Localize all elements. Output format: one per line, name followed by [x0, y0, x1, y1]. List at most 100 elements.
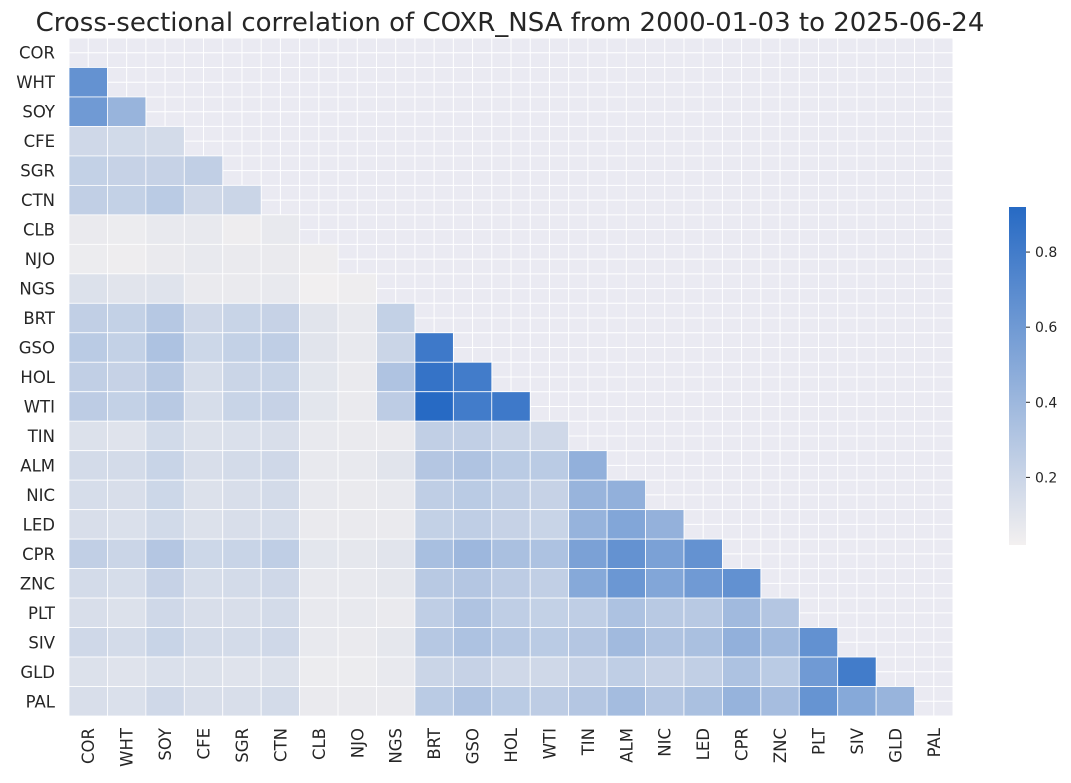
heatmap-cell-GSO-COR	[68, 332, 108, 363]
heatmap-cell-PAL-WHT	[107, 686, 147, 717]
heatmap-cell-WTI-HOL	[491, 391, 531, 422]
y-tick-label: CLB	[23, 221, 55, 240]
heatmap-cell-NIC-TIN	[568, 479, 608, 511]
y-tick-labels: COR WHT SOY CFE SGR CTN CLB NJO NGS BRT GSO HOL WTI T…	[16, 44, 56, 712]
heatmap-cell-CPR-NJO	[337, 538, 377, 570]
heatmap-cell-ALM-GSO	[452, 450, 493, 481]
heatmap-cell-NGS-CTN	[260, 273, 301, 304]
heatmap-cell-CLB-SOY	[145, 214, 185, 245]
heatmap-cell-PAL-LED	[683, 686, 723, 717]
heatmap-cell-TIN-BRT	[414, 420, 454, 452]
heatmap-cell-NIC-SOY	[145, 479, 185, 511]
heatmap-cell-NIC-COR	[68, 479, 108, 511]
heatmap-cell-ZNC-SOY	[145, 568, 185, 599]
heatmap-cell-PLT-NGS	[376, 597, 416, 628]
heatmap-cell-GLD-CLB	[299, 656, 339, 687]
heatmap-cell-NIC-GSO	[452, 479, 493, 511]
heatmap-cell-NGS-WHT	[107, 273, 147, 304]
x-tick-label: CLB	[310, 728, 329, 760]
heatmap-cell-NJO-COR	[68, 243, 108, 275]
heatmap-cell-NIC-CFE	[183, 479, 224, 511]
heatmap-cell-WTI-SGR	[222, 391, 262, 422]
colorbar-tick-label: 0.6	[1035, 320, 1057, 336]
heatmap-cell-PAL-NJO	[337, 686, 377, 717]
heatmap-cell-ZNC-LED	[683, 568, 723, 599]
heatmap-cell-HOL-CLB	[299, 361, 339, 393]
heatmap-cell-PAL-SOY	[145, 686, 185, 717]
heatmap-cell-WTI-SOY	[145, 391, 185, 422]
heatmap-cell-TIN-GSO	[452, 420, 493, 452]
heatmap-cell-HOL-BRT	[414, 361, 454, 393]
heatmap-cell-CPR-HOL	[491, 538, 531, 570]
heatmap-cell-BRT-SOY	[145, 302, 185, 334]
heatmap-cell-GSO-CTN	[260, 332, 301, 363]
heatmap-cell-ZNC-ALM	[606, 568, 646, 599]
heatmap-cell-PAL-GSO	[452, 686, 493, 717]
heatmap-cell-BRT-NGS	[376, 302, 416, 334]
heatmap-cell-SIV-WTI	[529, 627, 570, 658]
heatmap-cell-ALM-CLB	[299, 450, 339, 481]
heatmap-cell-SGR-WHT	[107, 155, 147, 186]
heatmap-cell-LED-TIN	[568, 509, 608, 540]
heatmap-cell-SIV-GSO	[452, 627, 493, 658]
heatmap-cell-GLD-ZNC	[760, 656, 800, 687]
x-tick-label: SOY	[156, 727, 175, 761]
heatmap-cell-ZNC-CPR	[721, 568, 762, 599]
heatmap-cell-SIV-TIN	[568, 627, 608, 658]
heatmap-cell-GLD-COR	[68, 656, 108, 687]
heatmap-cell-CFE-COR	[68, 126, 108, 157]
heatmap-cell-PLT-CFE	[183, 597, 224, 628]
heatmap-cell-HOL-COR	[68, 361, 108, 393]
y-tick-label: ALM	[20, 456, 55, 475]
heatmap-cell-NIC-CTN	[260, 479, 301, 511]
y-tick-label: ZNC	[20, 574, 55, 593]
heatmap-cell-TIN-HOL	[491, 420, 531, 452]
heatmap-cell-NGS-CLB	[299, 273, 339, 304]
heatmap-cell-GSO-WHT	[107, 332, 147, 363]
heatmap-cell-GLD-CTN	[260, 656, 301, 687]
heatmap-cell-SIV-CPR	[721, 627, 762, 658]
heatmap-cell-LED-HOL	[491, 509, 531, 540]
colorbar-tick-label: 0.2	[1035, 470, 1057, 486]
heatmap-cell-GLD-GSO	[452, 656, 493, 687]
heatmap-cell-PAL-SIV	[837, 686, 877, 717]
heatmap-cell-BRT-WHT	[107, 302, 147, 334]
heatmap-cell-CTN-CFE	[183, 184, 224, 216]
y-tick-label: COR	[19, 44, 55, 63]
heatmap-cell-CPR-TIN	[568, 538, 608, 570]
heatmap-cell-ALM-TIN	[568, 450, 608, 481]
heatmap-cell-TIN-NJO	[337, 420, 377, 452]
heatmap-cell-GSO-NGS	[376, 332, 416, 363]
heatmap-cell-SIV-PLT	[798, 627, 839, 658]
heatmap-cell-SIV-NJO	[337, 627, 377, 658]
x-tick-label: CTN	[271, 728, 290, 762]
heatmap-cell-GSO-CLB	[299, 332, 339, 363]
heatmap-cell-HOL-GSO	[452, 361, 493, 393]
heatmap-cell-ALM-WTI	[529, 450, 570, 481]
colorbar: 0.2 0.4 0.6 0.8	[1009, 207, 1057, 545]
heatmap-cell-CPR-CTN	[260, 538, 301, 570]
heatmap-cell-LED-NIC	[645, 509, 685, 540]
heatmap-cell-ALM-CFE	[183, 450, 224, 481]
heatmap-cell-CPR-SOY	[145, 538, 185, 570]
x-tick-label: PAL	[925, 727, 944, 757]
heatmap-cell-WTI-COR	[68, 391, 108, 422]
x-tick-label: CFE	[195, 728, 214, 759]
heatmap-cell-ALM-HOL	[491, 450, 531, 481]
heatmap-cell-TIN-CTN	[260, 420, 301, 452]
heatmap-cell-GSO-CFE	[183, 332, 224, 363]
heatmap-cell-WTI-CTN	[260, 391, 301, 422]
heatmap-cell-LED-SOY	[145, 509, 185, 540]
heatmap-cell-BRT-NJO	[337, 302, 377, 334]
heatmap-cell-LED-SGR	[222, 509, 262, 540]
heatmap-cell-ZNC-CTN	[260, 568, 301, 599]
heatmap-cell-ZNC-HOL	[491, 568, 531, 599]
x-tick-label: SGR	[233, 728, 252, 763]
heatmap-cell-SIV-WHT	[107, 627, 147, 658]
y-tick-label: HOL	[20, 368, 55, 387]
heatmap-cell-HOL-WHT	[107, 361, 147, 393]
x-tick-label: GSO	[464, 728, 483, 764]
heatmap-cell-CLB-SGR	[222, 214, 262, 245]
heatmap-cell-PAL-CTN	[260, 686, 301, 717]
y-tick-label: LED	[23, 515, 55, 534]
